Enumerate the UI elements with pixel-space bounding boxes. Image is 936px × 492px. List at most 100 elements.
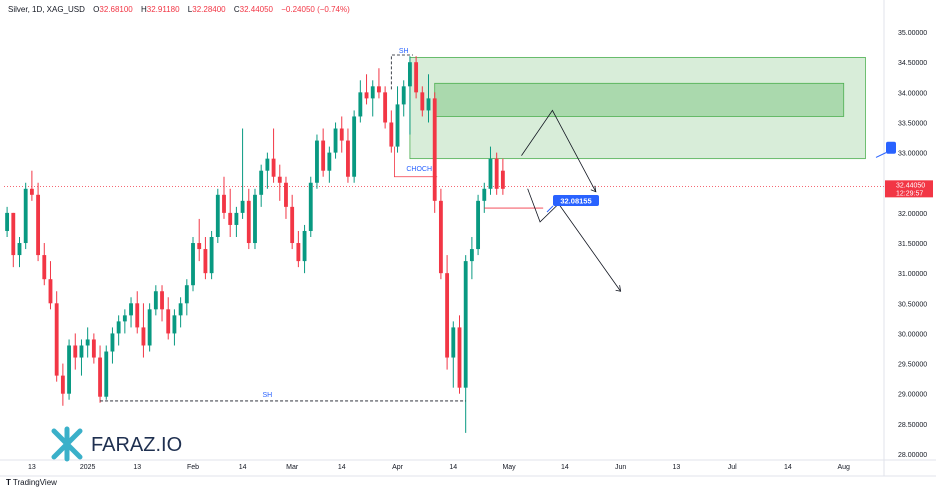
candle-body <box>197 243 202 250</box>
candle-body <box>104 351 109 397</box>
y-tick-label: 29.50000 <box>898 362 927 369</box>
candle-body <box>240 200 245 213</box>
y-tick-label: 35.00000 <box>898 30 927 37</box>
tradingview-footer[interactable]: T TradingView <box>6 478 57 487</box>
candle-body <box>209 237 214 274</box>
candle-body <box>42 255 47 280</box>
candle-body <box>129 303 133 316</box>
high-value: 32.91180 <box>146 5 180 14</box>
candle-body <box>308 182 313 231</box>
candle-body <box>358 92 363 117</box>
candle-body <box>98 357 102 397</box>
candle-body <box>153 291 158 310</box>
candle-body <box>488 158 493 189</box>
x-tick-label: 14 <box>784 464 792 471</box>
candle-body <box>401 86 406 105</box>
y-tick-label: 28.00000 <box>898 452 927 459</box>
countdown-value: 12:29:57 <box>896 190 923 197</box>
last-price-tag <box>885 180 933 198</box>
open-label: O <box>93 5 100 14</box>
y-tick-label: 33.00000 <box>898 151 927 158</box>
candle-body <box>23 188 28 244</box>
candle-body <box>253 194 257 244</box>
y-tick-label: 29.00000 <box>898 392 927 399</box>
candle-body <box>48 279 53 304</box>
candle-body <box>457 327 462 388</box>
x-tick-label: Feb <box>187 464 199 471</box>
candle-body <box>469 249 474 262</box>
projection-down-path <box>527 188 621 292</box>
candle-body <box>494 158 499 189</box>
y-tick-label: 32.00000 <box>898 211 927 218</box>
candle-body <box>339 128 344 141</box>
x-tick-label: Mar <box>286 464 299 471</box>
candle-body <box>11 212 16 256</box>
candle-body <box>5 212 10 231</box>
candle-body <box>191 243 195 286</box>
candle-body <box>172 315 177 334</box>
y-tick-label: 31.00000 <box>898 271 927 278</box>
symbol-legend: Silver, 1D, XAG_USD O32.68100 H32.91180 … <box>8 5 350 14</box>
x-tick-label: 14 <box>561 464 569 471</box>
candle-body <box>54 303 59 376</box>
candle-body <box>184 285 189 304</box>
tradingview-icon: T <box>6 478 11 487</box>
candle-body <box>482 188 487 201</box>
y-tick-label: 34.00000 <box>898 90 927 97</box>
close-label: C <box>233 5 240 14</box>
x-tick-label: May <box>502 464 516 471</box>
candle-body <box>315 140 319 183</box>
candle-body <box>228 212 233 225</box>
candle-body <box>271 158 276 177</box>
candle-body <box>67 345 71 394</box>
candle-body <box>147 309 152 346</box>
tradingview-label: TradingView <box>12 478 57 487</box>
candle-body <box>91 339 96 358</box>
candle-body <box>17 243 22 256</box>
zone-handle <box>886 141 896 154</box>
candle-body <box>352 116 357 177</box>
x-tick-label: Jun <box>615 464 626 471</box>
candle-body <box>476 200 481 250</box>
arrow-head-down <box>615 285 622 292</box>
candle-body <box>36 194 41 256</box>
zone-handle-pointer <box>875 152 887 158</box>
candle-body <box>414 62 419 93</box>
price-label-value: 32.08155 <box>560 196 591 205</box>
x-tick-label: Apr <box>392 464 404 471</box>
candle-body <box>29 188 34 195</box>
high-label: H <box>141 5 147 14</box>
candle-body <box>178 303 183 316</box>
candle-body <box>407 62 412 87</box>
candle-body <box>426 98 431 111</box>
candle-body <box>277 176 282 183</box>
candle-body <box>166 309 171 334</box>
x-tick-label: 14 <box>449 464 457 471</box>
arrow-head-up <box>590 185 597 193</box>
low-value: 32.28400 <box>192 5 226 14</box>
candle-body <box>160 291 164 310</box>
candle-body <box>445 273 450 358</box>
candle-body <box>222 194 226 213</box>
change-value: −0.24050 (−0.74%) <box>281 5 350 14</box>
candle-body <box>85 339 90 346</box>
y-tick-label: 34.50000 <box>898 60 927 67</box>
candle-body <box>500 170 505 189</box>
candle-body <box>60 375 65 394</box>
candle-body <box>79 345 84 358</box>
sh-bottom-label: SH <box>263 392 273 399</box>
candle-body <box>302 230 307 262</box>
candle-body <box>215 194 220 237</box>
candle-body <box>116 321 121 334</box>
open-value: 32.68100 <box>99 5 133 14</box>
candle-body <box>451 327 456 358</box>
candle-body <box>203 249 208 274</box>
symbol-name: Silver, 1D, XAG_USD <box>8 5 85 14</box>
x-tick-label: 14 <box>338 464 346 471</box>
x-tick-label: 14 <box>239 464 247 471</box>
sh-top-line <box>390 54 414 90</box>
x-tick-label: 13 <box>672 464 680 471</box>
price-label-pointer <box>546 205 554 213</box>
price-label-box <box>553 194 599 206</box>
